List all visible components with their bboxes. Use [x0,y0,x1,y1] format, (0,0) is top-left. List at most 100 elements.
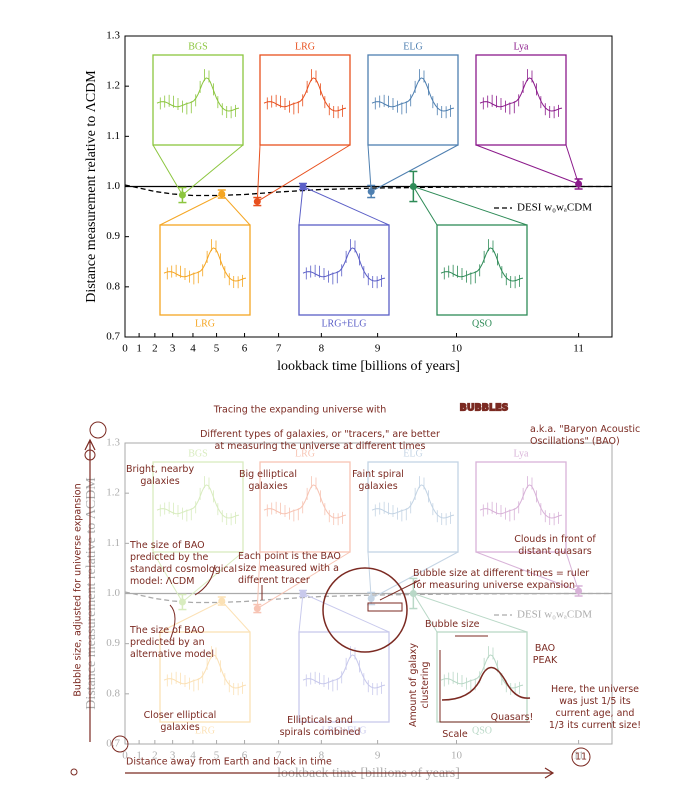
y-tick-label: 0.7 [106,331,120,343]
inset-label: LRG+ELG [321,725,366,736]
inset-curve [302,247,386,282]
data-point [409,183,417,190]
annotation-line: galaxies [160,722,199,733]
data-point [299,183,307,190]
annotation-y-label: Bubble size, adjusted for universe expan… [73,483,84,696]
inset-box [298,631,390,723]
inset-box [367,54,459,146]
annotation-line: was just 1/5 its [559,696,631,707]
main-chart: 0.7 0.8 0.9 1.0 1.1 1.2 1.3 0 1 2 3 4 5 6 7 8 9 10 11 lookb… [84,30,613,374]
inset-connector [298,592,390,633]
data-point [218,190,226,198]
annotation-line: Amount of galaxy [408,643,419,727]
annotation: Here, the universe was just 1/5 its curren… [549,684,641,731]
inset-box [475,461,567,553]
x-tick-label: 5 [214,750,220,762]
inset-box [475,54,567,146]
inset-connector [152,144,244,196]
y-tick-label: 1.3 [106,30,120,42]
annotation-line: size measured with a [238,563,339,574]
y-tick-label: 0.9 [106,230,120,242]
inset-label: LRG+ELG [321,318,366,329]
x-tick-label: 5 [214,343,220,355]
annotation-line: Bubble size [425,619,480,630]
ruler [367,602,403,612]
x-tick-label: 9 [375,750,381,762]
model-line [124,184,612,197]
x-tick-label: 7 [276,343,282,355]
data-point [409,590,417,597]
y-tick-label: 1.2 [106,80,120,92]
bubble [89,421,107,439]
data-point [218,597,226,605]
x-tick-label: 10 [451,343,463,355]
annotation-line: Quasars! [491,712,534,723]
inset-label: LRG [295,448,315,459]
annotation-line: galaxies [358,481,397,492]
annotation-line: The size of BAO [129,540,205,551]
annotation-line: a.k.a. "Baryon Acoustic [530,424,640,435]
x-tick-label: 8 [319,343,325,355]
x-tick-label: 3 [170,343,176,355]
plot-frame [124,442,613,745]
inset-box [152,54,244,146]
annotation-x-label: Distance away from Earth and back in tim… [126,757,332,768]
inset-box [259,54,351,146]
inset-box [298,224,390,316]
inset-curve [371,77,455,112]
inset-curve [479,484,563,519]
inset-connector [475,551,580,592]
y-tick-label: 0.7 [106,738,120,750]
annotation-line: The size of BAO [129,625,205,636]
annotation-line: Clouds in front of [514,534,596,545]
data-point [178,598,186,606]
y-tick-label: 0.8 [106,280,120,292]
inset-curve [163,654,247,689]
data-point [367,595,375,603]
annotation: Clouds in front of distant quasars [514,534,596,557]
annotation-line: Bright, nearby [126,464,195,475]
bubble [111,735,129,753]
inset-connector [412,592,528,633]
inset-connector [152,551,244,603]
x-tick-label: 4 [190,750,196,762]
annotation-line: Each point is the BAO [238,551,341,562]
x-tick-label: 8 [319,750,325,762]
inset-connector [475,144,580,185]
inset-connector [256,551,351,610]
x-tick-label: 1 [136,343,142,355]
y-tick-label: 1.1 [106,537,120,549]
annotation-line: BAO [535,643,555,654]
annotation-line: standard cosmological [130,564,237,575]
annotation: Big elliptical galaxies [239,469,297,492]
annotation: BAO PEAK [533,643,558,666]
inset-curve [163,247,247,282]
y-tick-label: 0.9 [106,637,120,649]
inset-label: QSO [472,725,492,736]
annotation-line: PEAK [533,655,558,666]
annotation: Amount of galaxyclustering [408,643,431,727]
x-axis-label: lookback time [billions of years] [277,766,460,781]
x-tick-label: 0 [122,343,128,355]
y-tick-label: 1.0 [106,180,120,192]
y-axis-label: Distance measurement relative to ΛCDM [84,70,99,303]
x-tick-label: 2 [152,343,158,355]
inset-curve [440,247,524,282]
annotations: Tracing the expanding universe with BUBBL… [70,402,641,779]
data-point [178,191,186,199]
inset-label: LRG [295,41,315,52]
circled-tick: 11 [575,752,587,763]
title-bubbles: BUBBLES [460,403,509,414]
inset-label: Lya [514,448,530,459]
data-point [253,605,261,613]
annotation: Bright, nearby galaxies [126,464,195,487]
annotation-line: predicted by the [130,552,209,563]
inset-box [159,631,251,723]
annotation: The size of BAO predicted by the standard … [129,540,237,587]
annotation-line: at measuring the universe at different t… [215,441,426,452]
annotation-line: distant quasars [518,546,591,557]
annotation-line: Scale [442,729,468,740]
inset-curve [156,484,240,519]
inset-curve [371,484,455,519]
inset-label: LRG [195,318,215,329]
